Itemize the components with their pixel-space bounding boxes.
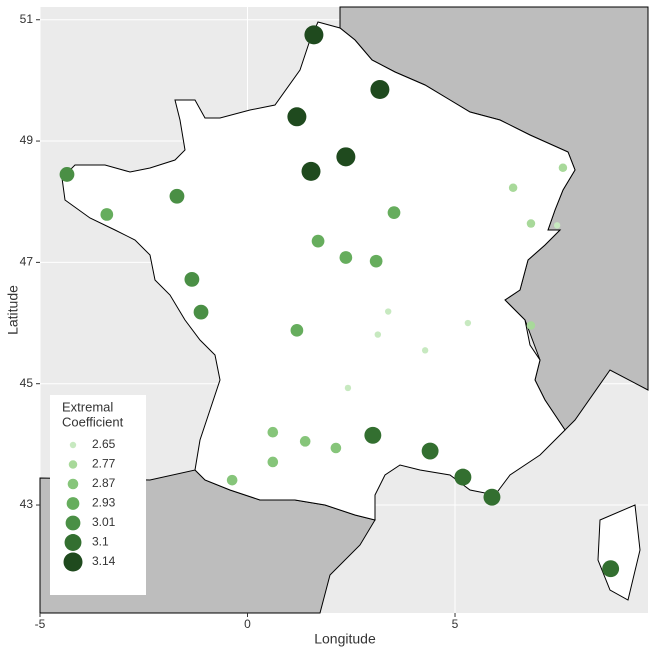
point <box>421 347 429 354</box>
legend-title: Extremal <box>62 399 113 414</box>
point <box>100 208 114 221</box>
point <box>508 183 518 193</box>
point <box>483 488 501 506</box>
point <box>193 304 209 320</box>
y-tick-label: 43 <box>20 497 34 511</box>
point <box>558 163 568 173</box>
y-tick-label: 51 <box>20 12 34 26</box>
legend-label: 3.01 <box>92 515 116 529</box>
x-tick-label: -5 <box>35 617 46 631</box>
legend-label: 2.87 <box>92 476 116 490</box>
france <box>61 21 576 521</box>
point <box>290 323 304 337</box>
point <box>304 25 324 45</box>
point <box>287 107 307 127</box>
legend-key <box>63 552 83 572</box>
legend-label: 3.1 <box>92 535 109 549</box>
point <box>553 222 561 229</box>
point <box>59 167 75 182</box>
point <box>526 219 536 228</box>
point <box>526 321 536 330</box>
y-tick-label: 49 <box>20 133 34 147</box>
point <box>267 456 279 468</box>
point <box>464 319 472 327</box>
point <box>384 308 392 315</box>
point <box>267 426 279 438</box>
point <box>369 254 383 268</box>
legend-key <box>67 478 79 490</box>
point <box>602 560 620 578</box>
point <box>226 474 238 486</box>
legend-label: 2.77 <box>92 457 116 471</box>
x-tick-label: 0 <box>244 617 251 631</box>
legend-title: Coefficient <box>62 414 124 429</box>
point <box>184 271 200 287</box>
x-tick-label: 5 <box>452 617 459 631</box>
legend: Extremal Coefficient 2.65 2.77 2.87 2.93 3.0… <box>50 395 146 595</box>
point <box>454 468 472 486</box>
y-tick-label: 47 <box>20 255 34 269</box>
point <box>330 442 342 454</box>
legend-key <box>65 515 81 531</box>
point <box>169 188 185 204</box>
legend-key <box>66 497 80 510</box>
legend-key <box>64 534 82 551</box>
y-tick-label: 45 <box>20 376 34 390</box>
point <box>421 442 439 460</box>
y-axis-title: Latitude <box>5 285 21 335</box>
point <box>311 234 325 248</box>
point <box>344 384 352 392</box>
legend-label: 2.93 <box>92 496 116 510</box>
point <box>387 206 401 219</box>
legend-label: 2.65 <box>92 437 116 451</box>
point <box>364 426 382 444</box>
point <box>336 147 356 167</box>
point <box>299 436 311 447</box>
point <box>370 79 390 99</box>
point <box>339 251 353 264</box>
legend-key <box>69 441 77 449</box>
point <box>374 331 382 338</box>
point <box>301 161 321 181</box>
points <box>59 25 620 578</box>
legend-key <box>68 460 78 469</box>
legend-label: 3.14 <box>92 554 116 568</box>
x-axis-title: Longitude <box>314 631 376 647</box>
